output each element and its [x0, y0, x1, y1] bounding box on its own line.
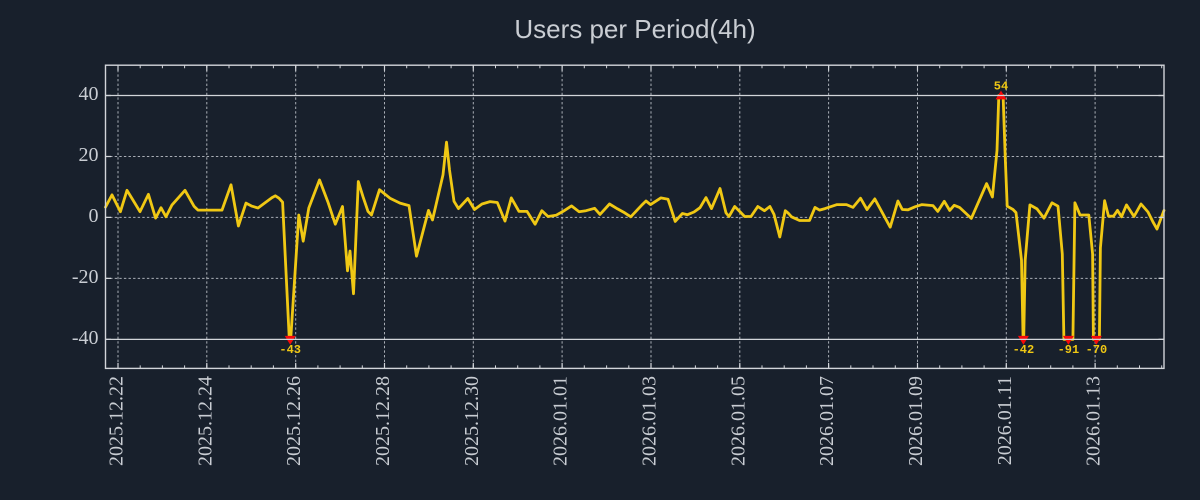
svg-text:-43: -43 [279, 343, 301, 357]
svg-text:40: 40 [79, 83, 99, 105]
svg-text:2026.01.05: 2026.01.05 [727, 376, 749, 466]
svg-text:20: 20 [79, 144, 99, 166]
svg-text:2025.12.22: 2025.12.22 [106, 376, 128, 466]
svg-text:54: 54 [994, 80, 1008, 94]
svg-text:-20: -20 [72, 266, 99, 288]
svg-text:2025.12.30: 2025.12.30 [461, 376, 483, 466]
svg-text:2025.12.24: 2025.12.24 [194, 376, 216, 466]
svg-text:Users per Period(4h): Users per Period(4h) [514, 14, 755, 44]
svg-text:2026.01.09: 2026.01.09 [905, 376, 927, 466]
svg-text:2026.01.11: 2026.01.11 [994, 376, 1016, 465]
svg-text:0: 0 [89, 205, 99, 227]
svg-text:2026.01.03: 2026.01.03 [639, 376, 661, 466]
svg-text:2025.12.28: 2025.12.28 [372, 376, 394, 466]
svg-text:-70: -70 [1086, 343, 1108, 357]
svg-text:-40: -40 [72, 327, 99, 349]
svg-text:2026.01.07: 2026.01.07 [816, 376, 838, 466]
svg-text:-91: -91 [1058, 343, 1080, 357]
svg-text:2025.12.26: 2025.12.26 [283, 376, 305, 466]
svg-text:-42: -42 [1013, 343, 1035, 357]
svg-text:2026.01.01: 2026.01.01 [550, 376, 572, 466]
svg-text:2026.01.13: 2026.01.13 [1083, 376, 1105, 466]
